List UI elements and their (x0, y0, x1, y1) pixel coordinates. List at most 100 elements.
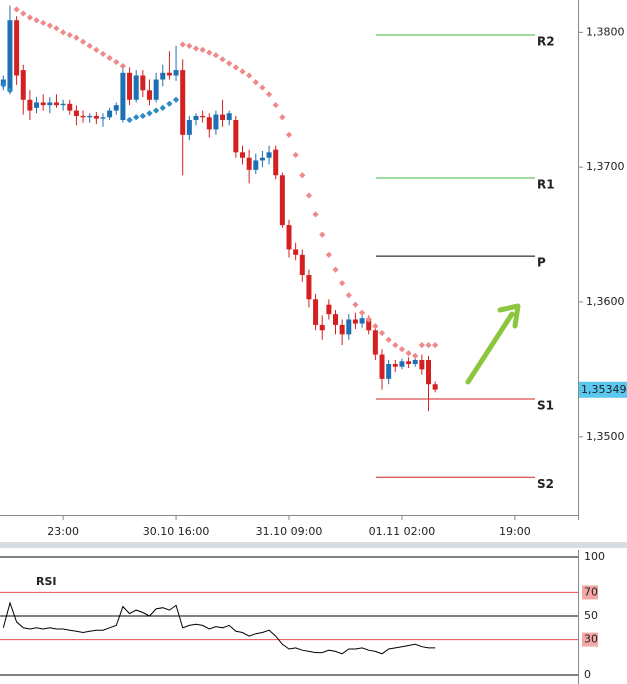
candle-body (20, 70, 26, 100)
sar-dot (192, 45, 200, 52)
sar-dot (20, 10, 27, 17)
candle-body (432, 384, 438, 390)
y-tick-label: 70 (584, 585, 598, 598)
candle-body (293, 249, 299, 255)
candle-body (372, 330, 378, 355)
candle-body (133, 75, 139, 100)
y-tick-label: 1,3800 (586, 25, 625, 38)
candle-body (100, 117, 106, 119)
candle-body (273, 149, 279, 176)
candle-body (392, 364, 398, 367)
sar-dot (226, 60, 233, 67)
y-tick-label: 100 (584, 550, 605, 563)
pivot-label: S2 (537, 477, 554, 491)
candle-body (80, 115, 86, 118)
candle-body (107, 110, 113, 118)
candle-body (386, 364, 392, 379)
candle-body (239, 152, 245, 158)
sar-dot (246, 72, 253, 79)
candle-body (412, 359, 418, 365)
sar-dot (378, 329, 386, 337)
candle-body (352, 319, 358, 324)
candle-body (193, 115, 199, 120)
candle-body (279, 175, 285, 226)
sar-dot (332, 266, 339, 273)
candle-body (200, 115, 206, 118)
sar-dot (239, 68, 246, 75)
candle-body (60, 103, 66, 106)
sar-dot (113, 58, 120, 66)
candle-body (87, 115, 93, 118)
candle-body (253, 160, 259, 170)
sar-dot (146, 110, 153, 117)
candle-body (299, 254, 305, 276)
sar-dot (206, 49, 213, 56)
candle-body (306, 275, 312, 300)
sar-dot (345, 292, 352, 299)
candle-body (220, 114, 226, 120)
candle-body (127, 72, 133, 100)
sar-dot (385, 336, 392, 343)
candle-body (180, 70, 186, 135)
y-tick-label: 50 (584, 609, 598, 622)
candle-body (333, 314, 339, 325)
sar-dot (405, 350, 412, 357)
candle-body (93, 115, 99, 119)
candle-body (246, 157, 252, 170)
candle-body (160, 72, 166, 80)
sar-dot (199, 46, 206, 53)
sar-dot (126, 116, 133, 124)
x-tick-label: 23:00 (47, 525, 79, 538)
candle-body (153, 79, 159, 100)
sar-dot (26, 14, 34, 21)
sar-dot (398, 346, 406, 353)
sar-dot (339, 280, 346, 287)
sar-dot (232, 64, 239, 71)
sar-dot (392, 342, 399, 349)
candle-body (120, 72, 126, 120)
candle-body (406, 361, 412, 365)
candle-body (113, 105, 119, 111)
sar-dot (106, 54, 113, 62)
candle-body (206, 117, 212, 130)
sar-dot (172, 96, 180, 103)
candle-body (7, 20, 13, 91)
sar-dot (166, 100, 173, 107)
candle-body (399, 361, 405, 367)
y-tick-label: 1,3500 (586, 430, 625, 443)
candle-body (73, 110, 79, 116)
x-tick-label: 01.11 02:00 (369, 525, 436, 538)
y-tick-label: 0 (584, 668, 591, 681)
candle-body (346, 319, 352, 335)
candle-body (226, 113, 232, 120)
candle-body (34, 102, 40, 108)
rsi-title: RSI (36, 575, 57, 588)
x-tick-label: 30.10 16:00 (143, 525, 210, 538)
candle-body (14, 20, 20, 76)
sar-dot (418, 342, 425, 349)
candle-body (213, 114, 219, 130)
last-price-box (579, 381, 627, 398)
candle-body (146, 90, 152, 100)
sar-dot (99, 50, 107, 58)
trend-arrow (465, 303, 521, 385)
sar-dot (133, 114, 140, 121)
sar-dot (212, 52, 220, 59)
candle-body (339, 324, 345, 335)
candle-body (40, 102, 46, 106)
sar-dot (358, 309, 366, 316)
panel-separator (0, 542, 627, 548)
candle-body (359, 318, 365, 324)
sar-dot (372, 323, 379, 330)
tick-label-bg (582, 585, 598, 600)
sar-dot (153, 107, 160, 114)
candle-body (140, 75, 146, 91)
last-price-label: 1,35349 (581, 383, 627, 396)
candle-body (166, 72, 172, 76)
pivot-label: R1 (537, 177, 555, 191)
y-tick-label: 1,3600 (586, 295, 625, 308)
candle-body (53, 102, 59, 106)
sar-dot (93, 46, 100, 53)
